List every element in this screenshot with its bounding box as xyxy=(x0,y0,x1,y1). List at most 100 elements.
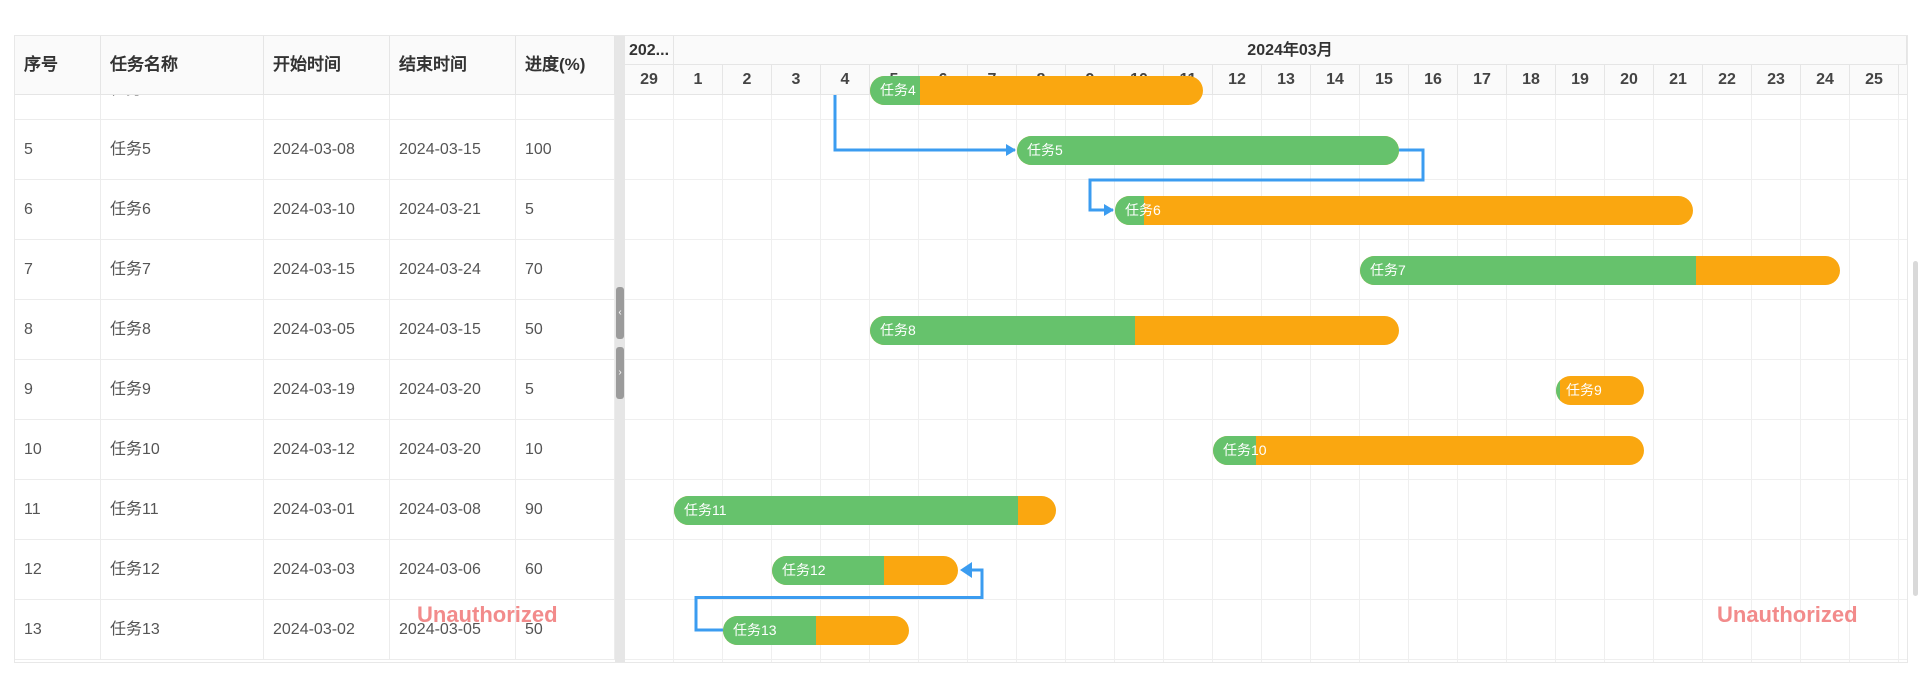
task-progress-fill xyxy=(1556,375,1561,405)
table-row[interactable]: 10 任务10 2024-03-12 2024-03-20 10 xyxy=(15,420,615,480)
task-bar[interactable]: 任务6 xyxy=(1115,195,1693,225)
cell-start: 2024-03-15 xyxy=(264,240,390,300)
task-bar[interactable]: 任务11 xyxy=(674,495,1056,525)
cell-name: 任务10 xyxy=(101,420,264,480)
cell-no: 9 xyxy=(15,360,101,420)
column-header-name[interactable]: 任务名称 xyxy=(101,36,264,94)
cell-start: 2024-03-02 xyxy=(264,600,390,660)
cell-no: 7 xyxy=(15,240,101,300)
task-progress-fill xyxy=(1360,255,1696,285)
table-row[interactable]: 12 任务12 2024-03-03 2024-03-06 60 xyxy=(15,540,615,600)
timeline-day: 3 xyxy=(772,65,821,94)
table-row[interactable]: 7 任务7 2024-03-15 2024-03-24 70 xyxy=(15,240,615,300)
task-bar-label: 任务5 xyxy=(1027,141,1063,158)
task-bar[interactable]: 任务13 xyxy=(723,615,909,645)
cell-end: 2024-03-20 xyxy=(390,360,516,420)
cell-start: 2024-03-01 xyxy=(264,480,390,540)
cell-start: 2024-03-05 xyxy=(264,300,390,360)
table-row[interactable]: 11 任务11 2024-03-01 2024-03-08 90 xyxy=(15,480,615,540)
cell-name: 任务9 xyxy=(101,360,264,420)
task-progress-fill xyxy=(1213,435,1257,465)
timeline-day: 18 xyxy=(1507,65,1556,94)
cell-progress: 5 xyxy=(516,360,615,420)
chevron-left-icon: ‹ xyxy=(618,307,622,318)
table-row[interactable]: 5 任务5 2024-03-08 2024-03-15 100 xyxy=(15,120,615,180)
cell-progress: 60 xyxy=(516,540,615,600)
task-bar-label: 任务10 xyxy=(1223,441,1267,458)
cell-name: 任务8 xyxy=(101,300,264,360)
link-arrow-icon xyxy=(960,562,972,578)
timeline-day: 2 xyxy=(723,65,772,94)
task-bar-label: 任务13 xyxy=(733,621,777,638)
cell-progress: 50 xyxy=(516,600,615,660)
task-bar-label: 任务11 xyxy=(684,501,727,518)
task-bar-label: 任务7 xyxy=(1370,261,1406,278)
link-arrow-icon xyxy=(1104,204,1114,216)
watermark-left: Unauthorized xyxy=(417,602,558,627)
chart-grid[interactable]: 任务4 任务5 任务6 任务7 任务8 任务9 任务10 任务11 任务12 任务13 xyxy=(625,75,1907,662)
table-row[interactable]: 6 任务6 2024-03-10 2024-03-21 5 xyxy=(15,180,615,240)
cell-name: 任务12 xyxy=(101,540,264,600)
table-row[interactable]: 13 任务13 2024-03-02 2024-03-05 50 xyxy=(15,600,615,660)
cell-start: 2024-03-19 xyxy=(264,360,390,420)
task-bar-label: 任务4 xyxy=(880,81,916,98)
cell-no: 12 xyxy=(15,540,101,600)
timeline-day: 13 xyxy=(1262,65,1311,94)
task-bar[interactable]: 任务4 xyxy=(870,75,1203,105)
timeline-prev-month: 202... xyxy=(625,36,674,65)
table-row[interactable]: 9 任务9 2024-03-19 2024-03-20 5 xyxy=(15,360,615,420)
cell-end: 2024-03-21 xyxy=(390,180,516,240)
cell-end: 2024-03-20 xyxy=(390,420,516,480)
vertical-scrollbar[interactable] xyxy=(1913,261,1918,596)
timeline-day: 20 xyxy=(1605,65,1654,94)
table-row[interactable]: 8 任务8 2024-03-05 2024-03-15 50 xyxy=(15,300,615,360)
cell-no: 8 xyxy=(15,300,101,360)
task-bar[interactable]: 任务8 xyxy=(870,315,1399,345)
timeline-day: 14 xyxy=(1311,65,1360,94)
timeline-day: 25 xyxy=(1850,65,1899,94)
cell-no: 11 xyxy=(15,480,101,540)
cell-progress: 10 xyxy=(516,420,615,480)
watermark-right: Unauthorized xyxy=(1717,602,1858,627)
cell-start: 2024-03-03 xyxy=(264,540,390,600)
cell-progress: 50 xyxy=(516,300,615,360)
timeline-header: 202... 2024年03月 291234567891011121314151… xyxy=(625,36,1907,95)
timeline-day: 4 xyxy=(821,65,870,94)
task-bar[interactable]: 任务9 xyxy=(1556,375,1644,405)
cell-end: 2024-03-15 xyxy=(390,300,516,360)
column-header-progress[interactable]: 进度(%) xyxy=(516,36,615,94)
column-header-no[interactable]: 序号 xyxy=(15,36,101,94)
cell-end: 2024-03-05 xyxy=(390,600,516,660)
cell-end: 2024-03-24 xyxy=(390,240,516,300)
task-bar[interactable]: 任务10 xyxy=(1213,435,1644,465)
cell-name: 任务6 xyxy=(101,180,264,240)
task-bar-label: 任务9 xyxy=(1566,381,1602,398)
task-bar-label: 任务6 xyxy=(1125,201,1161,218)
timeline-day: 16 xyxy=(1409,65,1458,94)
expand-left-button[interactable]: › xyxy=(616,347,624,399)
task-progress-fill xyxy=(674,495,1018,525)
cell-name: 任务4 xyxy=(101,95,264,120)
timeline-day: 23 xyxy=(1752,65,1801,94)
collapse-left-button[interactable]: ‹ xyxy=(616,287,624,339)
cell-no: 13 xyxy=(15,600,101,660)
cell-end: 2024-03-06 xyxy=(390,540,516,600)
task-bar[interactable]: 任务7 xyxy=(1360,255,1840,285)
panel-splitter[interactable]: ‹ › xyxy=(615,36,625,662)
cell-progress: 70 xyxy=(516,240,615,300)
task-progress-fill xyxy=(870,315,1135,345)
task-bar[interactable]: 任务5 xyxy=(1017,135,1399,165)
column-header-end[interactable]: 结束时间 xyxy=(390,36,516,94)
cell-progress: 5 xyxy=(516,180,615,240)
task-bar[interactable]: 任务12 xyxy=(772,555,958,585)
cell-no: 4 xyxy=(15,95,101,120)
cell-name: 任务7 xyxy=(101,240,264,300)
timeline-day: 17 xyxy=(1458,65,1507,94)
timeline-day: 21 xyxy=(1654,65,1703,94)
timeline-day: 24 xyxy=(1801,65,1850,94)
table-body[interactable]: 4任务42024-03-052024-03-11155任务52024-03-08… xyxy=(15,95,615,662)
timeline-chart: 202... 2024年03月 291234567891011121314151… xyxy=(625,36,1907,662)
column-header-start[interactable]: 开始时间 xyxy=(264,36,390,94)
